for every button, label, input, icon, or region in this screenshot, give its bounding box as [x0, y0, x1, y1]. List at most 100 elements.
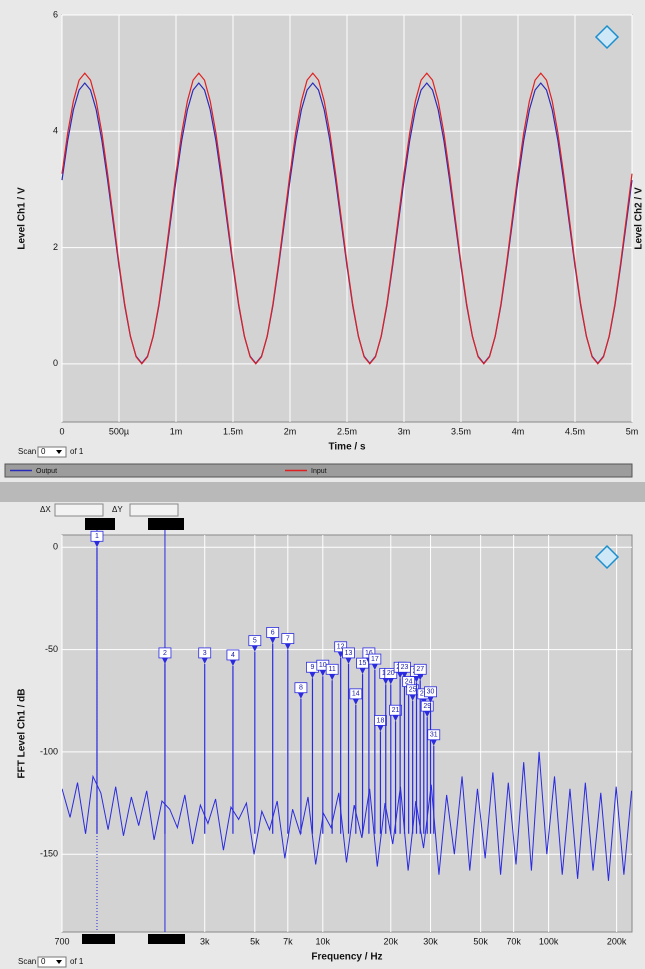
cursor-handle[interactable]	[85, 518, 115, 530]
marker-box	[334, 641, 348, 653]
scan-value: 0	[41, 447, 46, 456]
y-tick-label: -150	[40, 849, 58, 859]
marker-pointer	[284, 643, 291, 650]
x-tick-label: 5m	[626, 426, 639, 436]
x-tick-label: 700	[54, 936, 69, 946]
marker-box	[420, 700, 434, 712]
dropdown-arrow	[56, 960, 62, 964]
marker-pointer	[93, 541, 100, 548]
marker-box	[248, 635, 262, 647]
marker-label: 21	[392, 707, 400, 714]
scan-input[interactable]	[37, 446, 67, 458]
x-tick-label: 3m	[398, 426, 411, 436]
marker-label: 1	[95, 533, 99, 540]
x-tick-label: 4m	[512, 426, 525, 436]
marker-label: 15	[359, 660, 367, 667]
x-tick-label: 7k	[283, 936, 293, 946]
marker-pointer	[319, 670, 326, 677]
marker-pointer	[251, 645, 258, 652]
marker-pointer	[387, 678, 394, 685]
marker-label: 31	[430, 732, 438, 739]
marker-label: 20	[387, 670, 395, 677]
scan-value: 0	[41, 957, 46, 966]
x-tick-label: 3.5m	[451, 426, 471, 436]
scan-label: Scan	[18, 447, 36, 456]
marker-pointer	[382, 678, 389, 685]
legend-bar	[4, 463, 633, 478]
marker-label: 18	[377, 717, 385, 724]
marker-pointer	[401, 672, 408, 679]
y-tick-label: 4	[53, 126, 58, 136]
x-tick-label: 1m	[170, 426, 183, 436]
cursor-handle[interactable]	[148, 518, 184, 530]
x-tick-label: 4.5m	[565, 426, 585, 436]
delta-x-label: ΔX	[40, 505, 51, 514]
marker-box	[427, 729, 441, 741]
x-tick-label: 30k	[423, 936, 438, 946]
y-tick-label: 2	[53, 242, 58, 252]
y-axis-title: Level Ch1 / V	[17, 187, 28, 250]
x-tick-label: 20k	[384, 936, 399, 946]
marker-pointer	[409, 694, 416, 701]
x-tick-label: 5k	[250, 936, 260, 946]
dropdown-arrow	[56, 450, 62, 454]
marker-box	[266, 627, 280, 638]
marker-pointer	[345, 657, 352, 664]
marker-pointer	[397, 672, 404, 679]
marker-pointer	[161, 657, 168, 664]
marker-pointer	[297, 692, 304, 699]
marker-box	[158, 647, 172, 659]
y-tick-label: 6	[53, 9, 58, 19]
marker-pointer	[201, 657, 208, 664]
x-tick-label: 100k	[539, 936, 559, 946]
y-tick-label: 0	[53, 358, 58, 368]
marker-label: 30	[427, 689, 435, 696]
marker-pointer	[329, 674, 336, 681]
marker-label: 9	[311, 664, 315, 671]
marker-pointer	[424, 711, 431, 718]
plot-area	[61, 534, 633, 933]
marker-label: 16	[365, 650, 373, 657]
x-tick-label: 2.5m	[337, 426, 357, 436]
y-tick-label: -100	[40, 746, 58, 756]
marker-box	[349, 688, 363, 700]
x-tick-label: 0	[59, 426, 64, 436]
marker-pointer	[430, 739, 437, 746]
y2-axis-title: Level Ch2 / V	[634, 187, 645, 250]
marker-pointer	[413, 676, 420, 683]
x-tick-label: 200k	[607, 936, 627, 946]
marker-label: 11	[329, 666, 336, 673]
marker-label: 8	[299, 685, 303, 692]
cursor-handle[interactable]	[148, 934, 185, 944]
marker-box	[281, 633, 295, 644]
marker-label: 14	[352, 691, 360, 698]
marker-box	[374, 715, 387, 726]
marker-label: 27	[416, 666, 424, 673]
marker-label: 28	[420, 691, 428, 698]
delta-y-box	[129, 503, 179, 517]
delta-x-box	[54, 503, 104, 517]
y-axis-title: FFT Level Ch1 / dB	[17, 688, 28, 778]
marker-pointer	[352, 698, 359, 705]
x-tick-label: 70k	[506, 936, 521, 946]
x-tick-label: 3k	[200, 936, 210, 946]
x-tick-label: 2m	[284, 426, 297, 436]
scan-input[interactable]	[37, 956, 67, 968]
legend-label: Output	[36, 468, 57, 475]
marker-label: 2	[163, 650, 167, 657]
marker-box	[342, 647, 355, 659]
marker-label: 13	[345, 650, 353, 657]
marker-pointer	[427, 696, 434, 703]
marker-label: 17	[371, 656, 379, 663]
marker-label: 3	[203, 650, 207, 657]
marker-label: 5	[253, 637, 257, 644]
legend-label: Input	[311, 468, 327, 475]
marker-pointer	[309, 672, 316, 679]
x-tick-label: 1.5m	[223, 426, 243, 436]
marker-box	[424, 686, 437, 698]
cursor-handle[interactable]	[82, 934, 115, 944]
marker-box	[226, 649, 240, 661]
marker-pointer	[417, 674, 424, 681]
